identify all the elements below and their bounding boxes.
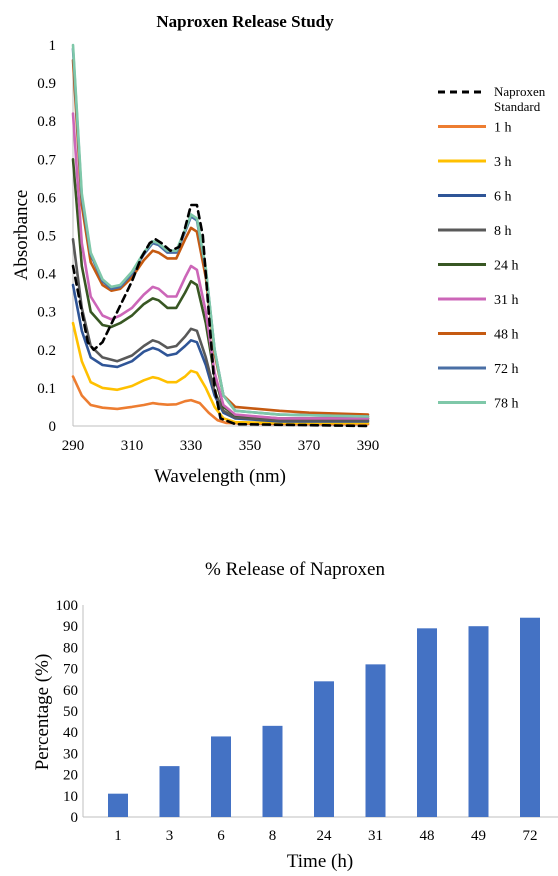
release-x-axis-label: Time (h)	[287, 851, 353, 872]
release-bar	[468, 626, 489, 817]
release-x-tick-label: 49	[471, 828, 486, 844]
absorbance-chart-title: Naproxen Release Study	[156, 12, 334, 31]
release-y-tick-label: 20	[63, 768, 78, 784]
release-x-tick-label: 1	[114, 828, 122, 844]
absorbance-y-tick-label: 0.4	[37, 267, 56, 283]
absorbance-x-tick-label: 290	[62, 438, 85, 454]
absorbance-y-tick-label: 0.9	[37, 76, 56, 92]
release-bar	[365, 664, 386, 817]
release-y-tick-label: 100	[56, 598, 79, 614]
absorbance-y-axis: 0 0.1 0.2 0.3 0.4 0.5 0.6 0.7 0.8 0.9 1	[37, 38, 74, 435]
release-x-tick-label: 3	[166, 828, 174, 844]
release-bar	[520, 617, 540, 817]
absorbance-y-tick-label: 0.7	[37, 152, 56, 168]
absorbance-series-lines	[71, 43, 370, 428]
absorbance-y-tick-label: 0.8	[37, 114, 56, 130]
release-x-tick-label: 48	[420, 828, 435, 844]
release-chart-title: % Release of Naproxen	[205, 559, 385, 580]
release-bar	[108, 793, 128, 817]
release-y-tick-label: 10	[63, 789, 78, 805]
absorbance-series-line	[71, 203, 370, 428]
absorbance-y-tick-label: 0.6	[37, 190, 56, 206]
release-y-tick-label: 70	[63, 662, 78, 678]
absorbance-y-tick-label: 0	[49, 419, 57, 435]
legend-label: 6 h	[494, 190, 512, 205]
absorbance-y-tick-label: 0.2	[37, 343, 56, 359]
absorbance-x-axis: 290 310 330 350 370 390	[62, 425, 380, 454]
release-y-tick-label: 60	[63, 683, 78, 699]
legend-label: 3 h	[494, 155, 512, 170]
legend-label: 8 h	[494, 224, 512, 239]
release-y-tick-label: 50	[63, 704, 78, 720]
absorbance-series-line	[71, 43, 370, 418]
release-chart: % Release of Naproxen 0 10 20 30 40 50 60 70 80 9…	[32, 559, 558, 872]
legend-label: 48 h	[494, 328, 519, 343]
release-bar	[417, 628, 437, 817]
release-x-tick-label: 31	[368, 828, 383, 844]
release-y-axis-label: Percentage (%)	[32, 654, 53, 771]
absorbance-x-axis-label: Wavelength (nm)	[154, 466, 286, 487]
absorbance-y-tick-label: 0.3	[37, 305, 56, 321]
release-bar	[262, 725, 283, 817]
absorbance-y-tick-label: 0.1	[37, 381, 56, 397]
release-y-tick-label: 80	[63, 640, 78, 656]
release-y-ticks: 0 10 20 30 40 50 60 70 80 90 100	[56, 598, 79, 826]
legend-label: 24 h	[494, 259, 519, 274]
absorbance-y-axis-label: Absorbance	[11, 190, 32, 281]
absorbance-x-tick-label: 310	[121, 438, 144, 454]
release-x-tick-label: 8	[269, 828, 277, 844]
release-bar	[159, 766, 180, 817]
legend-label: 31 h	[494, 293, 519, 308]
release-y-tick-label: 0	[71, 810, 79, 826]
legend-label: 1 h	[494, 121, 512, 136]
release-x-tick-label: 6	[217, 828, 225, 844]
release-x-ticks: 1368243148497278	[114, 828, 538, 844]
absorbance-x-tick-label: 330	[180, 438, 203, 454]
absorbance-chart: Naproxen Release Study 00.10.20.30.40.50…	[11, 12, 546, 487]
absorbance-y-tick-label: 0.5	[37, 229, 56, 245]
absorbance-legend: Naproxen Standard 1 h 3 h 6 h 8 h 24 h 31 h 48 h…	[438, 84, 546, 412]
release-x-tick-label: 24	[317, 828, 333, 844]
release-y-tick-label: 40	[63, 725, 78, 741]
legend-label: 78 h	[494, 397, 519, 412]
absorbance-y-tick-label: 1	[49, 38, 57, 54]
legend-label: 72 h	[494, 362, 519, 377]
release-bar	[211, 736, 231, 817]
release-bars	[108, 617, 540, 817]
release-y-tick-label: 30	[63, 746, 78, 762]
release-bar	[314, 681, 334, 817]
release-y-tick-label: 90	[63, 619, 78, 635]
absorbance-x-tick-label: 370	[298, 438, 321, 454]
absorbance-series-line	[71, 238, 370, 422]
legend-label: Naproxen Standard	[494, 84, 546, 114]
absorbance-series-line	[71, 375, 370, 426]
absorbance-series-line	[71, 112, 370, 420]
absorbance-x-tick-label: 390	[357, 438, 380, 454]
absorbance-x-tick-label: 350	[239, 438, 262, 454]
release-x-tick-label: 72	[523, 828, 538, 844]
absorbance-series-line	[71, 321, 370, 425]
